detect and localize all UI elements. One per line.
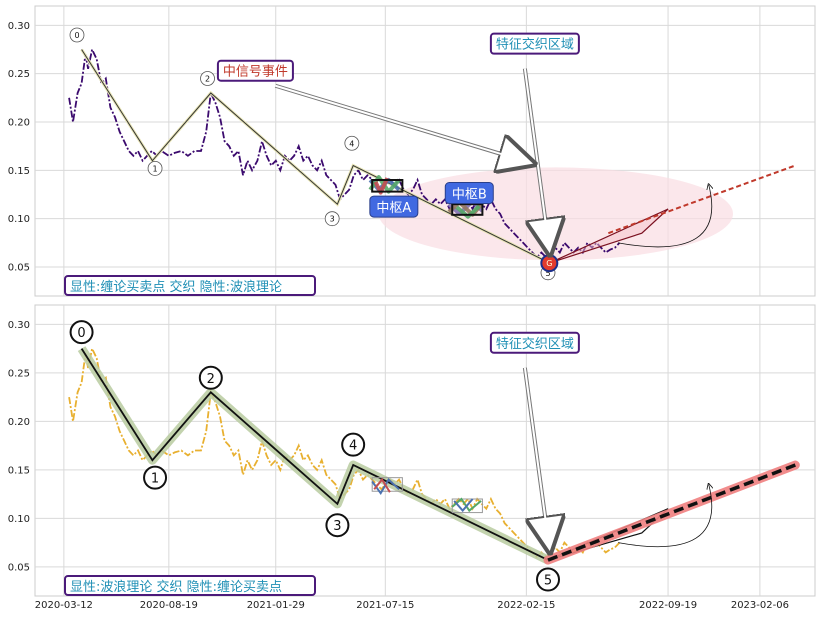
y-tick-label: 0.10 xyxy=(8,514,30,525)
wave-label-circle xyxy=(147,160,163,176)
signal-marker-label: G xyxy=(546,259,552,268)
pivot-label-box xyxy=(369,195,419,218)
wave-label-circle xyxy=(69,27,85,43)
x-tick-label: 2021-07-15 xyxy=(356,600,414,611)
annotation-arrow-inner xyxy=(523,367,551,548)
wave-label: 0 xyxy=(77,326,85,341)
wave-label: 2 xyxy=(207,372,215,387)
y-tick-label: 0.30 xyxy=(8,320,30,331)
x-tick-label: 2021-01-29 xyxy=(247,600,305,611)
y-tick-label: 0.15 xyxy=(8,465,30,476)
x-tick-label: 2022-02-15 xyxy=(497,600,555,611)
pivot-box xyxy=(371,477,403,492)
wave-label-circle xyxy=(198,365,223,390)
bottom-panel: 0.05 0.10 0.15 0.20 0.25 0.30 2020-03-12 2020-0… xyxy=(8,304,816,611)
pivot-box xyxy=(451,203,484,216)
wave-label: 4 xyxy=(349,439,357,454)
annotation-text: 中信号事件 xyxy=(223,65,288,80)
y-tick-label: 0.20 xyxy=(8,417,30,428)
wave-label-circle xyxy=(69,320,94,345)
wave-label-circle xyxy=(341,432,366,457)
wave-label-circle xyxy=(344,135,360,151)
curved-arrow xyxy=(618,185,712,248)
wave-label-circle xyxy=(143,465,168,490)
annotation-text: 特征交织区域 xyxy=(496,336,574,352)
annotation-arrow-inner xyxy=(275,84,530,164)
y-tick-label: 0.30 xyxy=(8,21,30,32)
pivot-stroke xyxy=(455,204,481,219)
y-tick-label: 0.20 xyxy=(8,118,30,129)
wave-label-circle xyxy=(325,513,350,538)
wave-label: 4 xyxy=(349,139,354,148)
wave-path-line xyxy=(80,348,549,561)
plot-frame xyxy=(34,304,816,597)
pivot-label: 中枢A xyxy=(376,201,411,216)
projection-band xyxy=(543,460,800,565)
wave-label: 3 xyxy=(330,215,335,224)
projection-triangle xyxy=(549,208,669,264)
corner-label: 显性:波浪理论 交织 隐性:缠论买卖点 xyxy=(70,579,282,595)
wave-label: 3 xyxy=(333,519,341,534)
corner-label-box xyxy=(64,575,316,596)
y-tick-label: 0.25 xyxy=(8,368,30,379)
wave-label: 2 xyxy=(205,75,210,84)
corner-label: 显性:缠论买卖点 交织 隐性:波浪理论 xyxy=(70,279,282,295)
y-tick-label: 0.15 xyxy=(8,166,30,177)
y-tick-label: 0.10 xyxy=(8,214,30,225)
x-tick-label: 2020-08-19 xyxy=(140,600,198,611)
wave-label: 1 xyxy=(151,472,159,487)
y-tick-label: 0.05 xyxy=(8,263,30,274)
pivot-label-box xyxy=(444,182,494,205)
annotation-box xyxy=(489,331,580,354)
wave-label-circle xyxy=(200,71,215,86)
wave-label: 5 xyxy=(545,269,550,278)
pivot-box xyxy=(371,179,404,193)
wave-label: 0 xyxy=(74,31,79,40)
x-tick-label: 2023-02-06 xyxy=(731,600,789,611)
y-tick-label: 0.25 xyxy=(8,69,30,80)
annotation-text: 特征交织区域 xyxy=(496,37,574,53)
curved-arrow xyxy=(618,484,712,548)
y-tick-label: 0.05 xyxy=(8,562,30,573)
wave-label-circle xyxy=(536,567,561,592)
interweave-zone-ellipse xyxy=(378,167,733,261)
corner-label-box xyxy=(64,275,316,296)
plot-frame xyxy=(34,5,816,297)
pivot-stroke xyxy=(373,177,390,195)
pivot-stroke xyxy=(373,477,391,493)
annotation-box xyxy=(489,32,580,55)
pivot-label: 中枢B xyxy=(452,188,487,203)
projection-line xyxy=(608,164,796,235)
wave-label-circle xyxy=(324,211,340,227)
x-tick-label: 2022-09-19 xyxy=(639,600,697,611)
pivot-stroke xyxy=(453,498,474,513)
wave-label: 1 xyxy=(153,164,158,173)
x-tick-label: 2020-03-12 xyxy=(35,600,93,611)
wave-label: 5 xyxy=(544,574,552,589)
top-panel: 0.05 0.10 0.15 0.20 0.25 0.30 中枢A 中枢B 0 1 2 3 4 5G 特征交… xyxy=(8,5,816,297)
annotation-box xyxy=(216,59,294,82)
